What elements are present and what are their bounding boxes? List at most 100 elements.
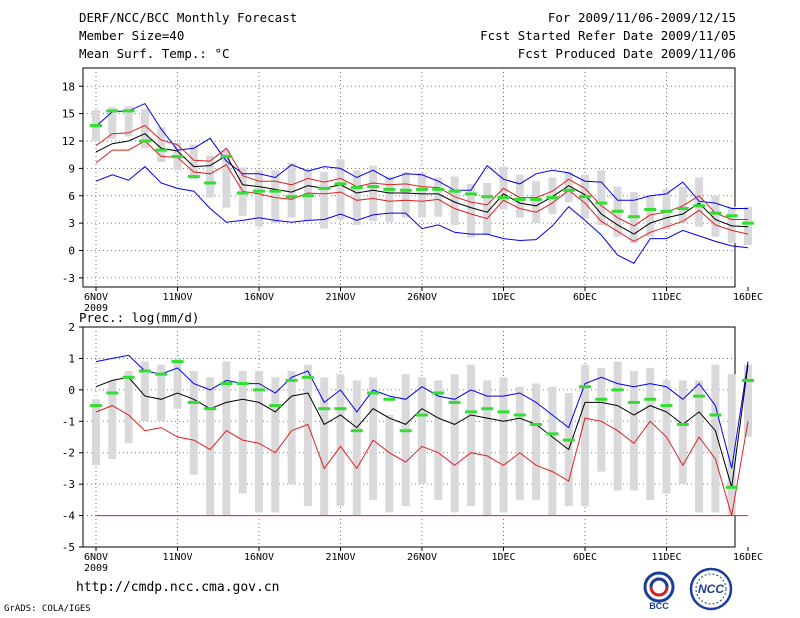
spread-box <box>385 415 394 513</box>
y-tick-label: 18 <box>62 80 75 93</box>
spread-box <box>727 206 736 244</box>
spread-box <box>385 176 394 223</box>
produced-date: Fcst Produced Date 2009/11/06 <box>517 46 736 61</box>
spread-box <box>418 172 426 218</box>
y-tick-label: 3 <box>68 217 75 230</box>
start-refer-date: Fcst Started Refer Date 2009/11/05 <box>480 28 736 43</box>
y-tick-label: 2 <box>68 321 75 334</box>
source-url[interactable]: http://cmdp.ncc.cma.gov.cn <box>76 580 280 595</box>
y-tick-label: -4 <box>62 510 76 523</box>
spread-box <box>320 172 329 229</box>
spread-box <box>287 371 296 485</box>
spread-box <box>320 377 329 516</box>
ncc-logo-text: NCC <box>698 582 724 596</box>
spread-box <box>271 377 280 513</box>
x-tick-label: 1DEC <box>491 552 515 563</box>
y-tick-label: 12 <box>62 135 75 148</box>
spread-box <box>434 177 443 217</box>
y-tick-label: 6 <box>68 190 75 203</box>
year-label: 2009 <box>84 303 108 314</box>
x-tick-label: 6DEC <box>573 552 597 563</box>
envelope-high-line <box>95 354 749 469</box>
spread-box <box>564 172 573 203</box>
spread-box <box>450 176 459 225</box>
plot-frame <box>82 67 736 288</box>
forecast-period: For 2009/11/06-2009/12/15 <box>547 10 736 25</box>
ensemble-mean-line <box>95 133 749 235</box>
spread-box <box>744 206 752 246</box>
x-tick-label: 21NOV <box>325 292 355 303</box>
spread-box <box>515 174 524 218</box>
y-tick-label: -2 <box>62 447 75 460</box>
spread-box <box>548 177 557 214</box>
spread-box <box>108 107 117 140</box>
chart-panel-1: -3 0 3 6 9 12 15 18 6NOV 11NOV 16NOV 21NOV 26NOV 1DEC… <box>62 67 763 314</box>
spread-box <box>140 109 149 149</box>
y-tick-label: -1 <box>62 415 75 428</box>
spread-box <box>646 195 655 237</box>
temperature-variable-label: Mean Surf. Temp.: °C <box>79 46 230 61</box>
y-tick-label: 1 <box>68 352 75 365</box>
x-tick-label: 16DEC <box>733 292 763 303</box>
spread-box <box>189 371 198 475</box>
spread-box <box>401 374 410 507</box>
spread-box <box>515 386 524 500</box>
y-tick-label: 15 <box>62 108 75 121</box>
spread-box <box>711 195 720 237</box>
x-tick-label: 26NOV <box>407 292 437 303</box>
x-tick-label: 11NOV <box>162 552 192 563</box>
x-tick-label: 26NOV <box>407 552 437 563</box>
spread-box <box>369 377 378 500</box>
spread-box <box>336 374 345 507</box>
x-tick-label: 6DEC <box>573 292 597 303</box>
spread-box <box>695 380 704 513</box>
spread-box <box>662 189 671 230</box>
spread-box <box>352 380 361 516</box>
spread-box <box>695 177 704 227</box>
x-tick-label: 1DEC <box>491 292 515 303</box>
precipitation-panel-title: Prec.: log(mm/d) <box>79 310 199 325</box>
bcc-logo-text: BCC <box>649 601 669 611</box>
x-tick-label: 6NOV <box>84 552 108 563</box>
y-tick-label: 9 <box>68 162 75 175</box>
spread-box <box>336 159 345 220</box>
spread-high-line <box>95 124 748 227</box>
y-tick-label: -5 <box>62 541 75 554</box>
spread-box <box>108 380 117 459</box>
spread-box <box>140 361 149 422</box>
spread-box <box>206 155 215 198</box>
header-right: For 2009/11/06-2009/12/15 Fcst Started Re… <box>480 9 736 63</box>
spread-box <box>466 183 475 238</box>
spread-box <box>303 364 312 507</box>
y-tick-label: -3 <box>62 478 75 491</box>
forecast-title: DERF/NCC/BCC Monthly Forecast <box>79 10 298 25</box>
spread-box <box>678 186 687 224</box>
ensemble-mean-line <box>95 364 749 488</box>
spread-box <box>173 358 182 409</box>
x-tick-label: 21NOV <box>325 552 355 563</box>
spread-box <box>238 371 247 494</box>
spread-box <box>157 127 166 162</box>
spread-box <box>581 364 589 507</box>
spread-box <box>450 374 459 513</box>
spread-box <box>222 361 231 516</box>
spread-box <box>483 380 492 516</box>
spread-box <box>499 377 508 513</box>
spread-low-line <box>95 140 749 242</box>
y-tick-label: 0 <box>68 384 75 397</box>
spread-box <box>597 367 606 472</box>
spread-box <box>613 361 622 491</box>
spread-box <box>646 367 655 500</box>
spread-box <box>629 371 638 491</box>
x-tick-label: 16NOV <box>244 552 274 563</box>
member-size: Member Size=40 <box>79 28 185 43</box>
ncc-logo: NCC <box>689 567 733 611</box>
envelope-high-line <box>95 102 748 209</box>
spread-box <box>744 364 752 437</box>
x-tick-label: 11DEC <box>651 292 681 303</box>
year-label: 2009 <box>84 563 108 574</box>
spread-box <box>124 371 133 444</box>
spread-box <box>369 165 378 222</box>
spread-box <box>287 162 296 218</box>
